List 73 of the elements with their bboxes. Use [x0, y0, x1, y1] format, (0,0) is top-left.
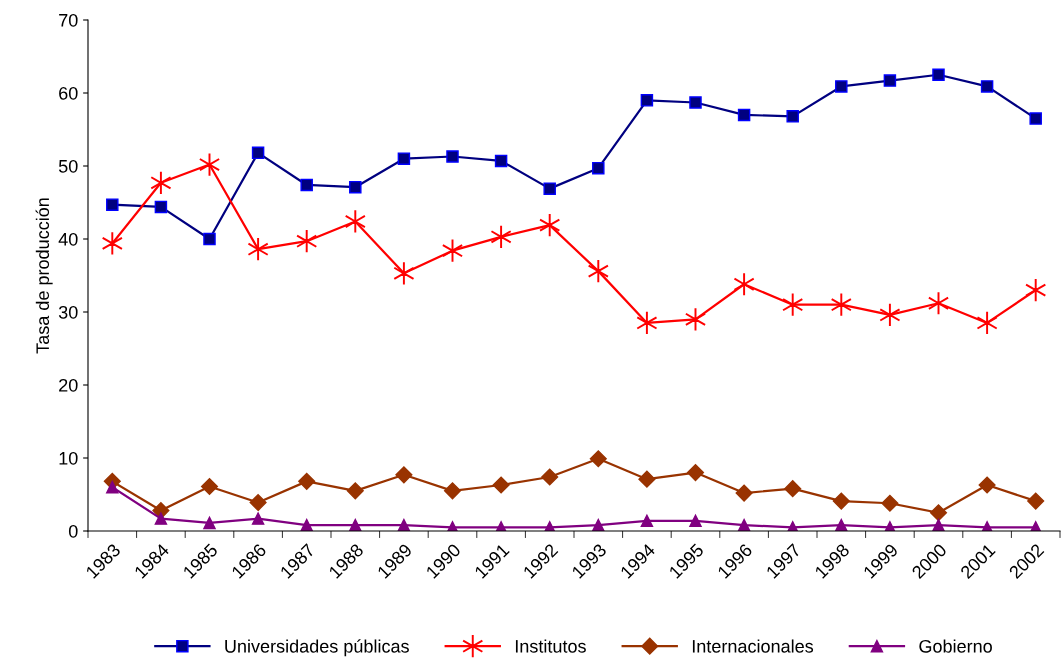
- point: [883, 74, 897, 87]
- point: [247, 237, 269, 262]
- point: [980, 80, 994, 93]
- point: [786, 110, 799, 123]
- point: [686, 464, 705, 482]
- point: [490, 224, 512, 249]
- point: [640, 514, 654, 528]
- legend-label: Gobierno: [919, 639, 992, 653]
- point: [203, 516, 216, 530]
- point: [251, 146, 265, 160]
- y-tick-label: 30: [58, 305, 78, 319]
- point: [587, 259, 609, 284]
- point: [492, 476, 510, 494]
- point: [541, 468, 559, 486]
- y-tick-label: 0: [68, 524, 78, 538]
- point: [832, 492, 850, 510]
- point: [689, 96, 702, 109]
- point: [640, 94, 654, 107]
- point: [150, 170, 172, 195]
- point: [300, 178, 313, 192]
- point: [737, 108, 751, 122]
- point: [932, 68, 945, 82]
- point: [1025, 278, 1047, 303]
- point: [200, 477, 219, 496]
- point: [689, 514, 702, 528]
- y-tick-label: 50: [58, 159, 78, 173]
- point: [494, 154, 508, 168]
- point: [349, 180, 362, 194]
- legend-label: Universidades públicas: [225, 639, 409, 657]
- point: [733, 272, 755, 297]
- point: [929, 504, 948, 522]
- point: [539, 213, 561, 238]
- point: [101, 231, 123, 256]
- y-axis-title: Tasa de producción: [35, 198, 53, 354]
- point: [106, 198, 119, 211]
- point: [397, 152, 411, 165]
- point: [881, 494, 899, 512]
- legend-label: Institutos: [515, 639, 586, 653]
- point: [249, 493, 267, 512]
- legend-label: Internacionales: [692, 639, 814, 653]
- point: [830, 292, 852, 317]
- point: [636, 310, 658, 336]
- point: [446, 150, 459, 163]
- point: [782, 292, 804, 317]
- point: [106, 480, 119, 494]
- y-tick-label: 40: [58, 232, 78, 246]
- point: [154, 200, 168, 214]
- point: [251, 512, 265, 525]
- point: [735, 484, 753, 502]
- point: [443, 482, 462, 500]
- point: [638, 470, 656, 488]
- point: [154, 512, 168, 525]
- point: [203, 232, 216, 246]
- point: [589, 450, 607, 468]
- point: [346, 482, 364, 500]
- point: [978, 476, 996, 494]
- point: [296, 229, 318, 254]
- point: [592, 161, 605, 175]
- point: [1027, 492, 1045, 510]
- y-tick-label: 10: [59, 451, 78, 465]
- point: [393, 261, 415, 286]
- point: [879, 302, 901, 327]
- point: [1029, 112, 1042, 125]
- y-tick-label: 70: [59, 13, 78, 27]
- y-tick-label: 60: [59, 86, 78, 100]
- point: [298, 472, 316, 490]
- point: [784, 480, 802, 498]
- point: [543, 182, 556, 195]
- point: [976, 310, 998, 336]
- point: [835, 80, 848, 93]
- y-tick-label: 20: [59, 378, 78, 392]
- point: [344, 209, 366, 234]
- point: [395, 466, 413, 484]
